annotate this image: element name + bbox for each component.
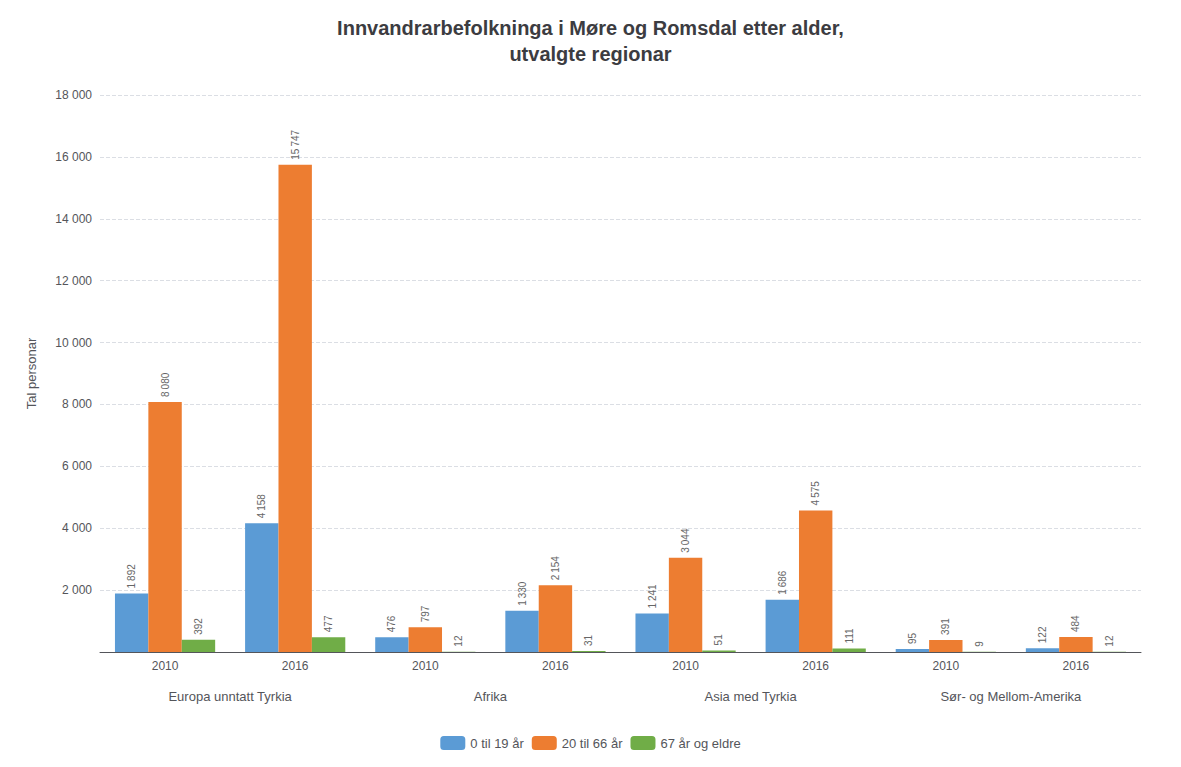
svg-text:4 158: 4 158 [256,494,267,519]
svg-text:392: 392 [193,618,204,635]
svg-text:6 000: 6 000 [62,459,92,473]
svg-text:476: 476 [386,615,397,632]
svg-text:20 til 66 år: 20 til 66 år [562,736,623,751]
svg-text:2 000: 2 000 [62,583,92,597]
svg-text:utvalgte regionar: utvalgte regionar [509,43,671,65]
svg-text:12: 12 [453,635,464,647]
svg-text:2010: 2010 [152,659,179,673]
svg-text:9: 9 [974,641,985,647]
svg-text:797: 797 [420,605,431,622]
svg-text:111: 111 [844,628,855,644]
svg-text:2010: 2010 [412,659,439,673]
svg-text:16 000: 16 000 [55,150,92,164]
svg-text:Asia med Tyrkia: Asia med Tyrkia [705,689,798,704]
svg-text:15 747: 15 747 [290,129,301,159]
svg-text:4 575: 4 575 [810,481,821,506]
svg-text:2016: 2016 [802,659,829,673]
svg-text:Europa unntatt Tyrkia: Europa unntatt Tyrkia [168,689,292,704]
svg-text:1 330: 1 330 [517,581,528,606]
svg-text:67 år og eldre: 67 år og eldre [660,736,740,751]
svg-text:484: 484 [1070,615,1081,632]
svg-text:1 892: 1 892 [126,564,137,589]
svg-text:4 000: 4 000 [62,521,92,535]
svg-text:2 154: 2 154 [550,556,561,581]
svg-text:391: 391 [940,618,951,635]
svg-text:1 686: 1 686 [777,570,788,595]
svg-text:18 000: 18 000 [55,88,92,102]
svg-text:12: 12 [1104,635,1115,647]
svg-text:8 000: 8 000 [62,397,92,411]
svg-text:2010: 2010 [932,659,959,673]
svg-text:Afrika: Afrika [474,689,508,704]
svg-text:8 080: 8 080 [160,372,171,397]
svg-text:Tal personar: Tal personar [24,337,39,409]
svg-text:95: 95 [907,632,918,644]
svg-text:2016: 2016 [282,659,309,673]
svg-text:0 til 19 år: 0 til 19 år [470,736,524,751]
svg-text:3 044: 3 044 [680,528,691,553]
svg-text:477: 477 [323,615,334,632]
svg-text:Sør- og Mellom-Amerika: Sør- og Mellom-Amerika [940,689,1082,704]
svg-text:1 241: 1 241 [647,584,658,609]
svg-text:12 000: 12 000 [55,274,92,288]
svg-text:2016: 2016 [1063,659,1090,673]
svg-text:14 000: 14 000 [55,212,92,226]
svg-text:Innvandrarbefolkninga i Møre o: Innvandrarbefolkninga i Møre og Romsdal … [337,17,844,39]
svg-text:2010: 2010 [672,659,699,673]
svg-text:10 000: 10 000 [55,336,92,350]
svg-text:2016: 2016 [542,659,569,673]
svg-text:51: 51 [713,634,724,646]
svg-text:31: 31 [583,634,594,646]
svg-text:122: 122 [1037,626,1048,643]
